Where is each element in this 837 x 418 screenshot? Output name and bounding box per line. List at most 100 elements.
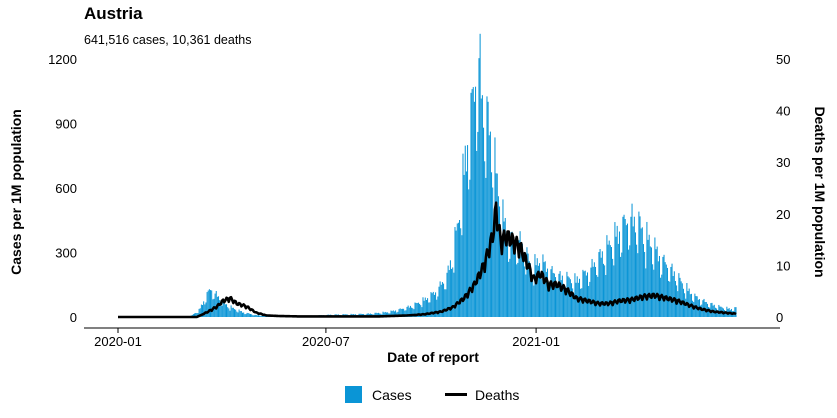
cases-bar	[198, 308, 200, 317]
cases-bar	[208, 289, 210, 317]
legend-cases-label: Cases	[372, 387, 412, 403]
cases-bar	[646, 221, 648, 317]
legend-deaths-label: Deaths	[475, 387, 519, 403]
cases-bar	[491, 172, 493, 317]
cases-bar	[451, 268, 453, 317]
cases-bar	[411, 307, 413, 317]
x-axis-title: Date of report	[387, 349, 479, 365]
cases-bar	[624, 219, 626, 317]
left-tick-label: 600	[55, 181, 77, 196]
cases-bar	[395, 310, 397, 317]
cases-bar	[439, 281, 441, 317]
cases-bar	[204, 304, 206, 317]
right-axis-title: Deaths per 1M population	[812, 106, 828, 277]
cases-bar	[472, 87, 474, 317]
cases-bar	[250, 314, 252, 317]
cases-bar	[449, 260, 451, 317]
cases-bar	[640, 228, 642, 317]
cases-bar	[630, 216, 632, 317]
cases-bar	[509, 258, 511, 317]
cases-bar	[456, 223, 458, 317]
cases-bar	[629, 245, 631, 317]
cases-bar	[236, 311, 238, 317]
cases-bar	[662, 256, 664, 317]
cases-bar	[473, 101, 475, 317]
cases-bar	[214, 293, 216, 317]
right-tick-label: 30	[776, 155, 790, 170]
right-tick-label: 40	[776, 104, 790, 119]
cases-bar	[383, 312, 385, 317]
cases-bar	[206, 292, 208, 317]
cases-bar	[408, 307, 410, 317]
cases-bar	[582, 269, 584, 317]
cases-bar	[644, 251, 646, 317]
cases-bar	[424, 297, 426, 317]
cases-bar	[508, 261, 510, 317]
cases-bar	[528, 261, 530, 317]
cases-bar	[470, 92, 472, 317]
cases-bar	[518, 240, 520, 317]
cases-bar	[462, 153, 464, 317]
cases-bar	[503, 221, 505, 317]
cases-bar	[401, 308, 403, 317]
cases-bar	[523, 258, 525, 317]
deaths-line	[117, 201, 737, 319]
cases-bar	[543, 262, 545, 317]
cases-bar	[218, 296, 220, 317]
cases-bar	[194, 313, 196, 317]
cases-bar	[237, 312, 239, 317]
cases-bar	[598, 252, 600, 317]
cases-bar	[222, 300, 224, 317]
x-tick-label: 2020-07	[302, 334, 350, 349]
cases-bar	[561, 275, 563, 317]
cases-bar	[545, 271, 547, 317]
cases-bar	[670, 266, 672, 317]
cases-bar	[384, 311, 386, 317]
cases-bar	[652, 264, 654, 317]
cases-bar	[455, 230, 457, 317]
cases-bar	[642, 244, 644, 317]
cases-bar	[560, 280, 562, 317]
cases-bar	[628, 249, 630, 317]
cases-bar	[507, 233, 509, 317]
cases-bar	[557, 287, 559, 317]
cases-bar	[525, 274, 527, 317]
cases-bar	[387, 312, 389, 317]
cases-bar	[441, 282, 443, 317]
cases-bar	[231, 307, 233, 317]
cases-bar	[663, 254, 665, 317]
cases-bar	[565, 291, 567, 317]
cases-bar	[570, 283, 573, 317]
cases-bar	[567, 276, 569, 317]
right-y-axis: 0 10 20 30 40 50	[776, 52, 790, 325]
cases-bar	[479, 33, 481, 317]
cases-bar	[248, 313, 250, 317]
cases-bar	[681, 283, 683, 317]
cases-bar	[420, 305, 422, 317]
cases-bar	[398, 309, 400, 317]
cases-bar	[427, 298, 429, 317]
cases-bar	[541, 278, 543, 317]
cases-bar	[457, 222, 459, 317]
cases-bar	[454, 227, 456, 317]
cases-bar	[613, 265, 615, 317]
cases-bar	[594, 266, 597, 317]
cases-bar	[440, 284, 442, 317]
left-tick-label: 0	[70, 310, 77, 325]
cases-bar	[245, 314, 247, 317]
cases-bar	[524, 266, 526, 317]
cases-bar	[593, 262, 595, 317]
cases-bar	[476, 150, 478, 317]
cases-bar	[480, 98, 482, 317]
left-tick-label: 300	[55, 246, 77, 261]
cases-bar	[242, 312, 244, 317]
cases-bar	[634, 232, 636, 317]
cases-bar	[409, 305, 411, 317]
left-axis-title: Cases per 1M population	[8, 109, 24, 275]
cases-bar	[483, 127, 485, 318]
cases-bar	[621, 252, 623, 317]
cases-bar	[504, 217, 506, 317]
cases-bar	[622, 216, 624, 317]
cases-bar	[433, 294, 435, 317]
